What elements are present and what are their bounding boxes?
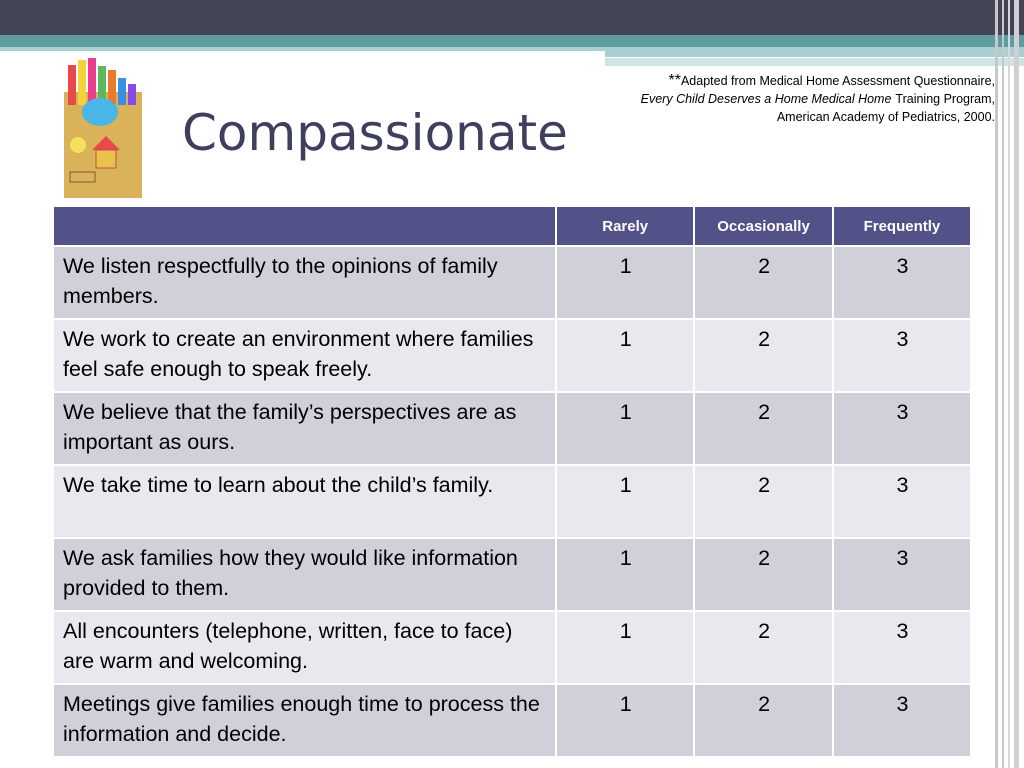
- logo: [64, 58, 142, 198]
- statement-cell: We listen respectfully to the opinions o…: [51, 245, 558, 320]
- rating-cell: 2: [693, 464, 834, 539]
- rating-cell: 1: [555, 318, 696, 393]
- rating-cell: 1: [555, 683, 696, 758]
- table-row: We believe that the family’s perspective…: [51, 391, 973, 466]
- rating-cell: 2: [693, 318, 834, 393]
- citation-line: **Adapted from Medical Home Assessment Q…: [641, 72, 996, 90]
- rating-cell: 3: [831, 318, 973, 393]
- citation-text: Training Program,: [895, 92, 995, 106]
- statement-cell: We ask families how they would like info…: [51, 537, 558, 612]
- rating-cell: 1: [555, 537, 696, 612]
- citation-line: Every Child Deserves a Home Medical Home…: [641, 90, 995, 108]
- table-row: We listen respectfully to the opinions o…: [51, 245, 973, 320]
- rating-cell: 1: [555, 464, 696, 539]
- header-cell: Rarely: [555, 205, 696, 247]
- table-row: We ask families how they would like info…: [51, 537, 973, 612]
- header-cell: Frequently: [831, 205, 973, 247]
- rating-cell: 3: [831, 537, 973, 612]
- header-cell: [51, 205, 558, 247]
- rating-cell: 2: [693, 245, 834, 320]
- rating-cell: 3: [831, 610, 973, 685]
- citation-text: Adapted from Medical Home Assessment Que…: [680, 74, 995, 88]
- citation: **Adapted from Medical Home Assessment Q…: [641, 72, 995, 126]
- statement-cell: We work to create an environment where f…: [51, 318, 558, 393]
- rating-table: Rarely Occasionally Frequently We listen re…: [51, 205, 973, 758]
- header-cell: Occasionally: [693, 205, 834, 247]
- statement-cell: Meetings give families enough time to pr…: [51, 683, 558, 758]
- rating-cell: 3: [831, 391, 973, 466]
- rating-cell: 3: [831, 464, 973, 539]
- rating-cell: 1: [555, 245, 696, 320]
- rating-cell: 2: [693, 391, 834, 466]
- citation-line: American Academy of Pediatrics, 2000.: [776, 110, 995, 124]
- statement-cell: All encounters (telephone, written, face…: [51, 610, 558, 685]
- table-row: We work to create an environment where f…: [51, 318, 973, 393]
- statement-cell: We believe that the family’s perspective…: [51, 391, 558, 466]
- citation-mark: **: [668, 72, 681, 89]
- table-row: We take time to learn about the child’s …: [51, 464, 973, 539]
- citation-italic: Every Child Deserves a Home Medical Home: [640, 92, 892, 106]
- table-row: All encounters (telephone, written, face…: [51, 610, 973, 685]
- slide-title: Compassionate: [182, 104, 568, 162]
- rating-cell: 2: [693, 610, 834, 685]
- table-row: Meetings give families enough time to pr…: [51, 683, 973, 758]
- header-row: Rarely Occasionally Frequently: [51, 205, 973, 247]
- statement-cell: We take time to learn about the child’s …: [51, 464, 558, 539]
- rating-cell: 3: [831, 683, 973, 758]
- rating-cell: 3: [831, 245, 973, 320]
- rating-cell: 1: [555, 391, 696, 466]
- rating-cell: 1: [555, 610, 696, 685]
- rating-cell: 2: [693, 683, 834, 758]
- rating-cell: 2: [693, 537, 834, 612]
